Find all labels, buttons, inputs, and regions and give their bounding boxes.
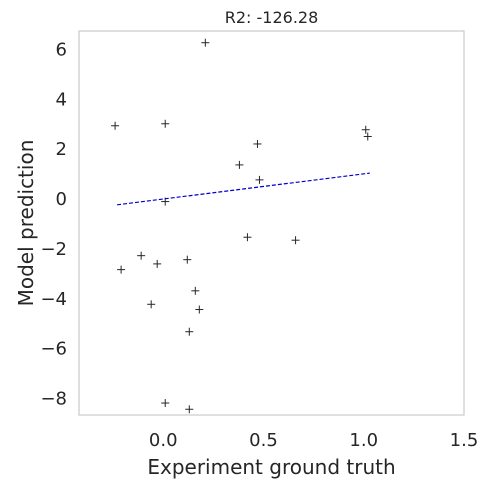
x-tick-label: 0.0 (149, 430, 178, 451)
chart-title: R2: -126.28 (225, 8, 319, 27)
data-point (291, 236, 300, 245)
data-point (361, 125, 370, 134)
fit-line (117, 172, 370, 206)
plot-frame (78, 30, 465, 416)
data-point (201, 38, 210, 47)
data-point (117, 265, 126, 274)
data-point (185, 327, 194, 336)
y-tick-label: 0 (56, 189, 67, 210)
x-axis-label: Experiment ground truth (147, 455, 395, 479)
data-point (191, 286, 200, 295)
y-tick-label: 2 (56, 139, 67, 160)
data-points (111, 38, 372, 414)
y-axis-label: Model prediction (14, 140, 38, 307)
x-tick-label: 1.5 (450, 430, 479, 451)
data-point (153, 259, 162, 268)
data-point (253, 139, 262, 148)
data-point (235, 160, 244, 169)
y-tick-label: −4 (40, 289, 67, 310)
data-point (363, 132, 372, 141)
data-point (183, 255, 192, 264)
y-tick-label: −6 (40, 339, 67, 360)
data-point (147, 300, 156, 309)
data-point (161, 399, 170, 408)
x-tick-label: 1.0 (349, 430, 378, 451)
plot-background (79, 31, 464, 415)
data-point (255, 175, 264, 184)
x-tick-labels: 0.0 0.5 1.0 1.5 (149, 430, 478, 451)
data-point (243, 233, 252, 242)
x-tick-label: 0.5 (249, 430, 278, 451)
data-point (161, 197, 170, 206)
data-point (185, 405, 194, 414)
data-point (111, 121, 120, 130)
data-point (161, 119, 170, 128)
y-tick-label: −8 (40, 389, 67, 410)
y-tick-label: 4 (56, 89, 67, 110)
data-point (137, 251, 146, 260)
data-point (195, 305, 204, 314)
y-tick-labels: 6 4 2 0 −2 −4 −6 −8 (40, 39, 67, 409)
y-tick-label: 6 (56, 39, 67, 60)
fit-line-group (117, 172, 370, 206)
y-tick-label: −2 (40, 239, 67, 260)
